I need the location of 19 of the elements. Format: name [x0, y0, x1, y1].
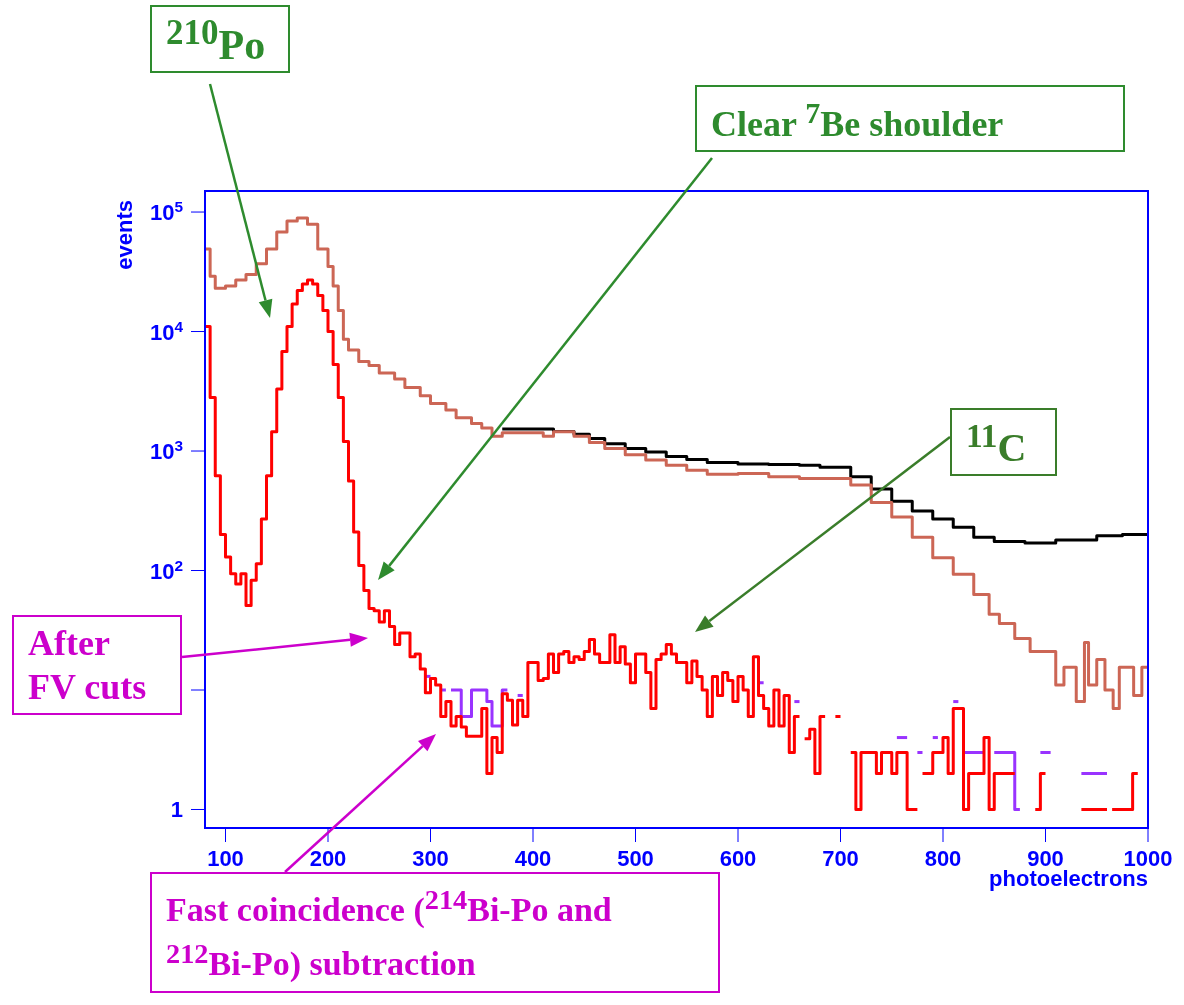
- y-tick-label: 10$^{5}$: [149, 197, 184, 226]
- x-tick-label: 100: [207, 846, 244, 871]
- x-tick-label: 300: [412, 846, 449, 871]
- y-axis-title: events: [112, 200, 138, 272]
- y-tick-label: 10$^{2}$: [149, 556, 183, 584]
- annotation: $^{11}$C: [950, 408, 1057, 477]
- x-tick-label: 800: [924, 846, 962, 871]
- x-tick-label: 700: [822, 846, 859, 871]
- text: Clear $^{7}$Be shoulder: [695, 85, 1125, 152]
- y-tick-label: 10$^{4}$: [149, 317, 184, 345]
- x-tick-label: 600: [719, 846, 757, 871]
- x-tick-label: 200: [309, 846, 347, 871]
- text: Fast coincidence ($^{214}$Bi-Po and $^{212}$Bi-Po) subtraction: [166, 884, 612, 983]
- y-tick-label: 10$^{3}$: [149, 436, 183, 465]
- x-tick-label: 500: [617, 846, 654, 871]
- text: After FV cuts: [12, 615, 182, 715]
- y-tick-label: 1: [170, 797, 183, 823]
- text: $^{210}$Po: [150, 5, 290, 73]
- x-tick-label: 400: [514, 846, 552, 871]
